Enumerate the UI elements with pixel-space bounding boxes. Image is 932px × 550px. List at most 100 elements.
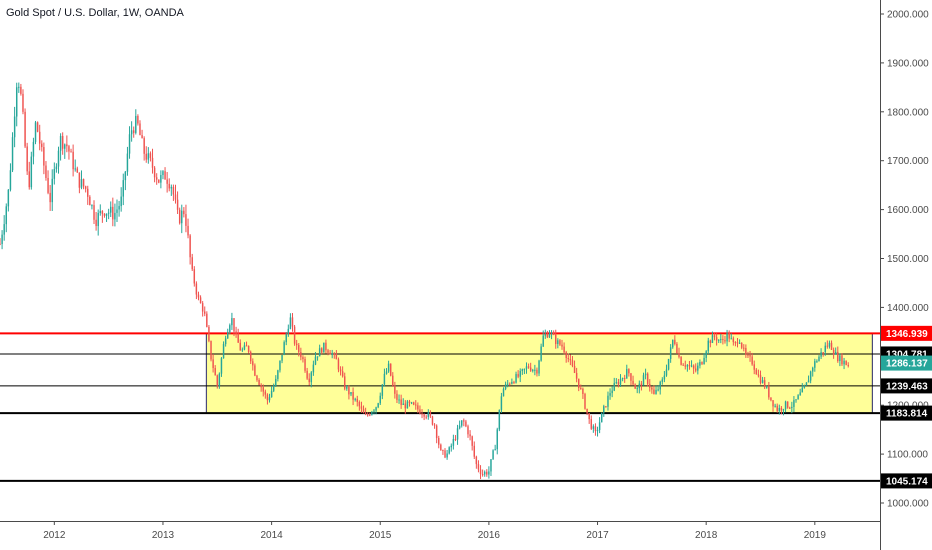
candle-body xyxy=(776,405,778,412)
candle-body xyxy=(801,387,804,393)
candle-body xyxy=(89,196,91,206)
candle-body xyxy=(638,383,641,389)
candle-body xyxy=(346,386,348,389)
candle-body xyxy=(753,364,755,370)
candle-body xyxy=(262,387,264,392)
candle-body xyxy=(755,369,758,375)
level-badge xyxy=(881,473,932,489)
candle-body xyxy=(475,456,478,465)
candle-body xyxy=(289,317,292,329)
candle-body xyxy=(617,382,620,385)
candle-body xyxy=(268,397,271,401)
candle-body xyxy=(763,380,766,388)
candle-body xyxy=(110,206,112,213)
candle-body xyxy=(778,407,781,412)
candle-body xyxy=(95,219,97,227)
candle-body xyxy=(465,421,467,427)
candle-body xyxy=(141,135,143,139)
candle-body xyxy=(137,116,139,124)
candle-body xyxy=(76,168,79,173)
candle-body xyxy=(600,412,603,423)
candle-body xyxy=(172,186,175,195)
candle-body xyxy=(99,210,102,213)
candle-body xyxy=(713,335,716,338)
candle-body xyxy=(761,380,764,383)
y-tick-label: 1400.000 xyxy=(887,303,929,314)
candle-body xyxy=(460,420,463,426)
candle-body xyxy=(502,388,505,397)
candle-body xyxy=(295,343,298,346)
candle-body xyxy=(124,171,127,181)
candle-body xyxy=(162,171,164,176)
level-badge-label: 1346.939 xyxy=(886,329,928,340)
candle-body xyxy=(759,375,762,383)
y-tick-label: 1600.000 xyxy=(887,205,929,216)
candle-body xyxy=(701,362,703,365)
candle-body xyxy=(9,170,12,190)
candle-body xyxy=(839,355,841,361)
candle-body xyxy=(160,175,162,183)
candle-body xyxy=(1,234,3,244)
candle-body xyxy=(431,416,434,425)
candle-body xyxy=(103,213,106,216)
x-tick-label: 2012 xyxy=(43,530,66,541)
candle-body xyxy=(550,332,553,334)
candle-body xyxy=(834,351,837,355)
candle-body xyxy=(128,134,131,154)
candle-body xyxy=(809,371,812,381)
candle-body xyxy=(730,338,732,340)
candle-body xyxy=(433,424,436,426)
candle-body xyxy=(402,403,404,405)
candle-body xyxy=(204,311,206,314)
candle-body xyxy=(18,86,20,88)
candle-body xyxy=(193,269,196,284)
candle-body xyxy=(373,410,375,412)
candle-body xyxy=(780,407,783,411)
candle-body xyxy=(724,340,726,342)
candle-body xyxy=(588,413,590,420)
candle-body xyxy=(552,332,555,335)
candle-body xyxy=(247,345,250,352)
candle-body xyxy=(285,334,287,343)
candle-body xyxy=(24,111,26,147)
candle-body xyxy=(68,146,70,152)
candle-body xyxy=(314,356,317,365)
candle-body xyxy=(32,141,35,157)
candle-body xyxy=(498,409,501,430)
candle-body xyxy=(751,356,753,365)
candle-body xyxy=(584,393,586,409)
candle-body xyxy=(793,400,795,407)
candle-body xyxy=(337,359,340,370)
candle-body xyxy=(732,338,735,343)
candle-body xyxy=(392,375,394,386)
candle-body xyxy=(795,399,797,401)
candle-body xyxy=(803,385,806,388)
candle-body xyxy=(663,375,666,380)
candle-body xyxy=(410,402,413,404)
candle-body xyxy=(592,426,595,429)
time-axis xyxy=(0,521,880,550)
candle-body xyxy=(427,412,430,417)
candle-body xyxy=(682,364,684,366)
candle-body xyxy=(799,392,801,396)
candle-body xyxy=(548,333,551,338)
candle-body xyxy=(281,354,283,361)
candle-body xyxy=(486,471,488,475)
candle-body xyxy=(287,328,290,335)
candle-body xyxy=(174,194,177,200)
candle-body xyxy=(13,116,16,138)
candle-body xyxy=(66,144,68,147)
candle-body xyxy=(822,352,824,354)
candle-body xyxy=(270,390,273,398)
candle-body xyxy=(164,171,166,180)
candle-body xyxy=(293,326,296,344)
candle-body xyxy=(832,349,835,355)
candle-body xyxy=(116,209,118,213)
candle-body xyxy=(181,210,183,224)
candle-body xyxy=(135,116,137,133)
candle-body xyxy=(546,334,549,338)
candle-body xyxy=(218,373,221,386)
candle-body xyxy=(715,337,718,341)
candle-body xyxy=(688,365,691,367)
